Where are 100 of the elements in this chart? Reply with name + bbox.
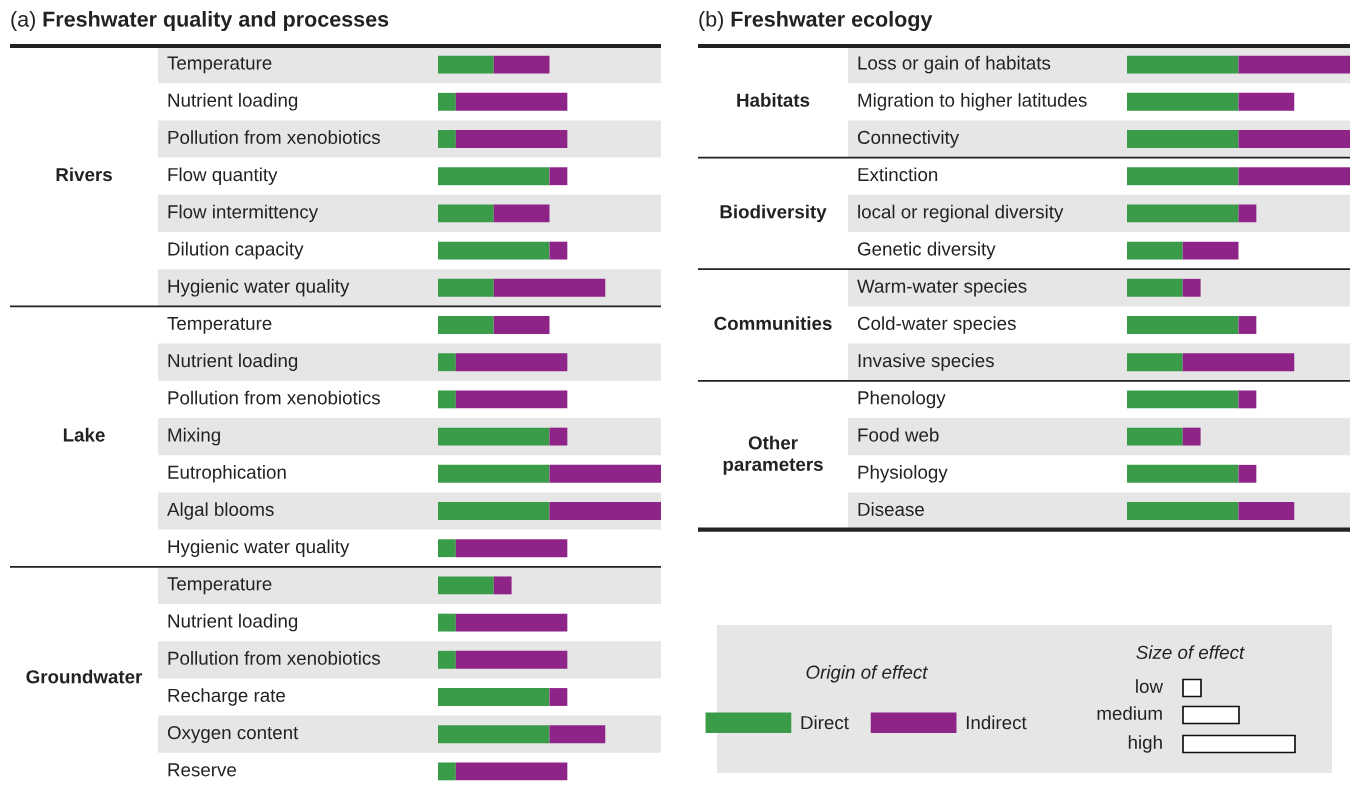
bar xyxy=(1127,278,1183,297)
legend-label: Direct xyxy=(801,715,849,730)
bar xyxy=(1238,55,1350,74)
bar xyxy=(493,55,550,74)
text: Size of effect xyxy=(1136,645,1245,660)
y-tick-label: Genetic diversity xyxy=(857,241,996,260)
bar xyxy=(1238,464,1257,483)
bar xyxy=(455,353,568,372)
y-tick-label: Nutrient loading xyxy=(168,353,298,371)
bar xyxy=(549,241,568,260)
bar xyxy=(438,762,456,781)
bar xyxy=(1238,167,1350,186)
bar xyxy=(438,613,456,632)
bar xyxy=(438,241,550,260)
y-tick-label: Cold-water species xyxy=(857,316,1016,334)
bar xyxy=(438,650,456,669)
bar xyxy=(493,278,606,297)
bar xyxy=(455,762,568,781)
y-tick-label: Flow quantity xyxy=(168,167,278,185)
text: low xyxy=(1136,679,1164,694)
bar xyxy=(549,427,568,446)
bar xyxy=(549,167,568,186)
bar xyxy=(1238,502,1295,520)
bar xyxy=(438,130,456,148)
text: Communities xyxy=(714,316,832,331)
bar xyxy=(1127,92,1239,111)
y-tick-label: Flow intermittency xyxy=(168,204,319,223)
bar xyxy=(455,92,568,111)
bar xyxy=(438,427,550,446)
legend-title: Origin of effect xyxy=(806,665,929,683)
bar xyxy=(1238,316,1257,334)
y-tick-label: local or regional diversity xyxy=(858,204,1064,223)
bar xyxy=(549,725,606,744)
bar xyxy=(1127,204,1239,223)
bar xyxy=(549,502,661,520)
bar xyxy=(438,167,550,186)
bar xyxy=(1127,167,1239,186)
y-tick-label: Algal blooms xyxy=(167,502,274,520)
bar xyxy=(1238,204,1257,223)
bar xyxy=(438,55,494,74)
bar xyxy=(438,464,550,483)
bar xyxy=(1182,353,1295,372)
bar xyxy=(438,316,494,334)
bar xyxy=(1238,130,1350,148)
y-tick-label: Nutrient loading xyxy=(168,613,298,632)
y-tick-label: Food web xyxy=(858,427,939,442)
y-tick-label: Hygienic water quality xyxy=(168,279,350,297)
bar xyxy=(1127,502,1239,520)
y-tick-label: Physiology xyxy=(858,465,948,483)
text: high xyxy=(1128,735,1162,753)
bar xyxy=(1238,390,1257,409)
bar xyxy=(1182,241,1239,260)
bar xyxy=(438,576,494,595)
bar xyxy=(438,539,456,558)
y-tick-label: Hygienic water quality xyxy=(168,539,350,557)
bar xyxy=(438,204,494,223)
text: Rivers xyxy=(56,167,112,182)
bar xyxy=(455,613,568,632)
bar xyxy=(1182,278,1201,297)
y-tick-label: Mixing xyxy=(168,427,220,446)
y-tick-label: Pollution from xenobiotics xyxy=(168,651,380,665)
text: Groundwater xyxy=(26,669,143,684)
y-tick-label: Phenology xyxy=(858,390,946,409)
text: Other parameters xyxy=(723,435,823,475)
bar xyxy=(455,650,568,669)
bar xyxy=(493,204,550,223)
y-tick-label: Reserve xyxy=(168,763,236,777)
bar xyxy=(1182,427,1201,446)
bar xyxy=(549,464,661,483)
y-tick-label: Temperature xyxy=(167,56,272,74)
bar xyxy=(1127,241,1183,260)
bar xyxy=(438,353,456,372)
bar xyxy=(438,502,550,520)
bar xyxy=(438,278,494,297)
text: (b) Freshwater ecology xyxy=(699,10,933,32)
bar xyxy=(1127,130,1239,148)
bar xyxy=(438,390,456,409)
y-tick-label: Connectivity xyxy=(857,130,960,148)
y-tick-label: Loss or gain of habitats xyxy=(858,55,1051,74)
bar xyxy=(1127,316,1239,334)
y-tick-label: Disease xyxy=(858,502,924,517)
bar xyxy=(1127,55,1239,74)
bar xyxy=(455,390,568,409)
y-tick-label: Extinction xyxy=(858,167,938,182)
y-tick-label: Dilution capacity xyxy=(168,241,304,260)
bar xyxy=(438,725,550,744)
bar xyxy=(549,688,568,706)
legend-label: Indirect xyxy=(966,715,1027,730)
text: (a) Freshwater quality and processes xyxy=(11,10,389,32)
y-tick-label: Recharge rate xyxy=(168,688,285,706)
y-tick-label: Eutrophication xyxy=(168,465,286,483)
y-tick-label: Temperature xyxy=(167,316,272,334)
bar xyxy=(438,688,550,706)
bar xyxy=(1127,464,1239,483)
y-tick-label: Migration to higher latitudes xyxy=(858,93,1087,111)
text: Lake xyxy=(63,427,105,442)
bar xyxy=(493,576,512,595)
text: Biodiversity xyxy=(720,204,827,223)
y-tick-label: Nutrient loading xyxy=(168,93,298,111)
bar xyxy=(1127,390,1239,409)
